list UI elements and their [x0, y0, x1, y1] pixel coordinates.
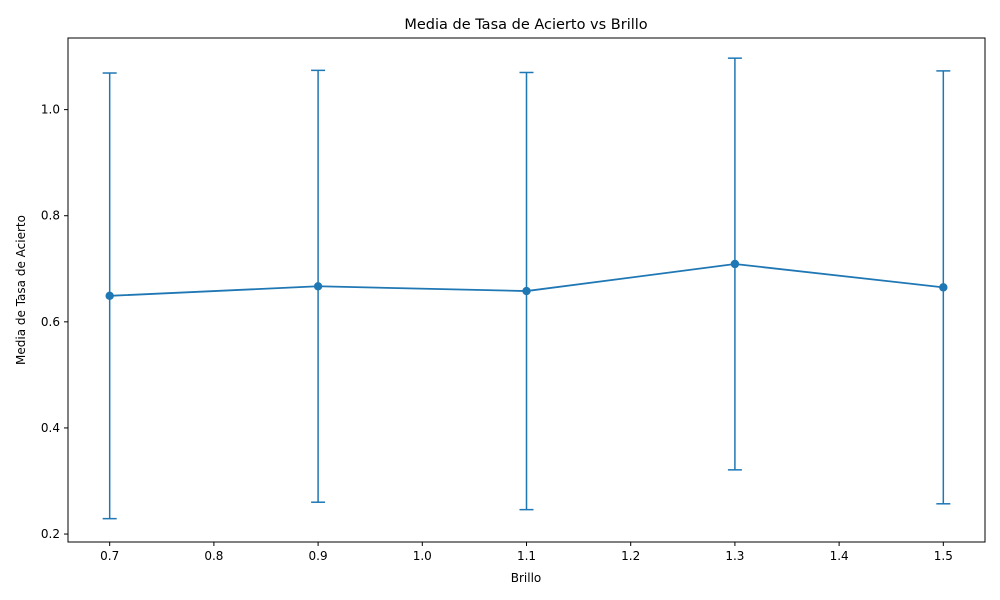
- x-tick-label: 0.8: [204, 549, 223, 563]
- y-tick-label: 0.4: [41, 421, 60, 435]
- chart-title: Media de Tasa de Acierto vs Brillo: [404, 17, 647, 33]
- data-point: [313, 282, 323, 291]
- x-tick-label: 1.3: [725, 549, 744, 563]
- series: [102, 57, 951, 520]
- x-axis-label: Brillo: [511, 571, 542, 585]
- data-point: [522, 286, 531, 296]
- x-tick-label: 0.9: [309, 549, 328, 563]
- x-tick-label: 0.7: [100, 549, 119, 563]
- y-tick-label: 0.8: [41, 209, 60, 223]
- y-axis-ticks: 0.2 0.4 0.6 0.8 1.0: [41, 103, 68, 541]
- y-axis-label: Media de Tasa de Acierto: [14, 215, 28, 365]
- x-tick-label: 1.0: [413, 549, 432, 563]
- x-tick-label: 1.4: [830, 549, 849, 563]
- y-tick-label: 0.2: [41, 527, 60, 541]
- plot-area: [102, 57, 951, 520]
- x-tick-label: 1.1: [517, 549, 536, 563]
- x-tick-label: 1.2: [621, 549, 640, 563]
- data-point: [105, 291, 114, 301]
- x-axis-ticks: 0.7 0.8 0.9 1.0 1.1 1.2 1.3 1.4 1.5: [100, 542, 953, 563]
- data-point: [730, 259, 740, 269]
- data-point: [939, 283, 948, 292]
- x-tick-label: 1.5: [934, 549, 953, 563]
- y-tick-label: 1.0: [41, 103, 60, 117]
- y-tick-label: 0.6: [41, 315, 60, 329]
